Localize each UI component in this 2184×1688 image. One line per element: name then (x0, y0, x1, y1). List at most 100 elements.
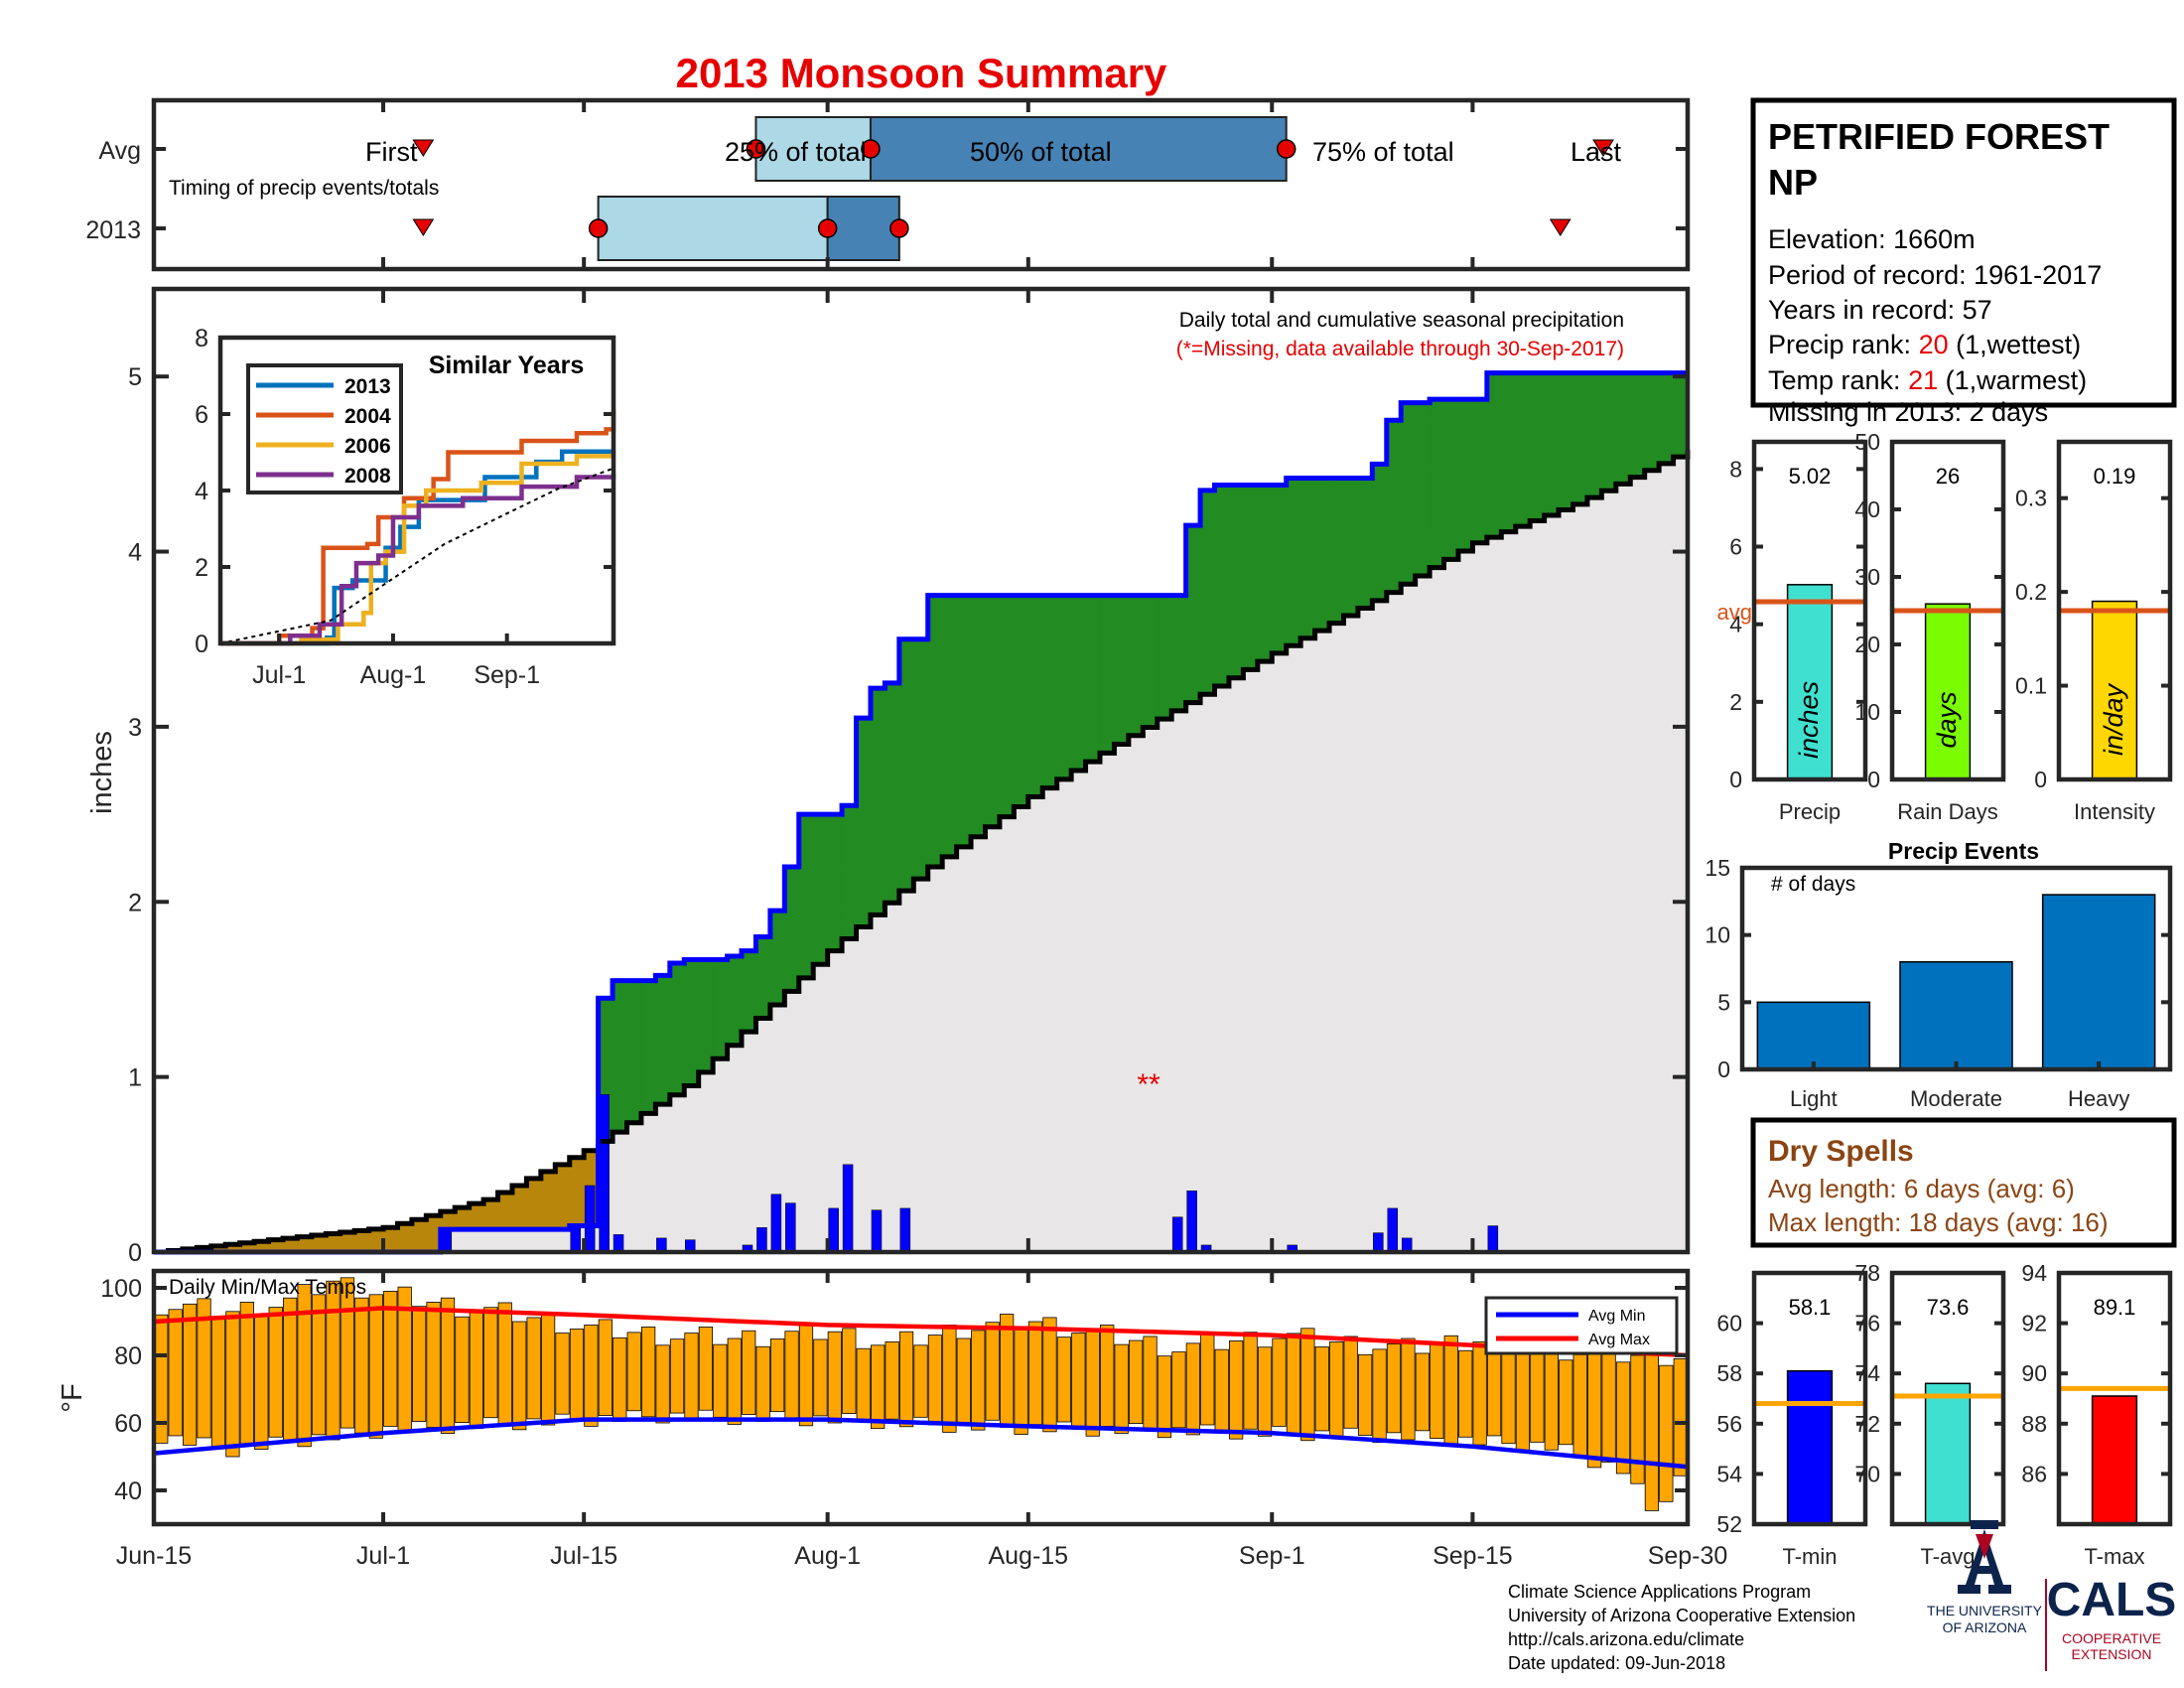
summary-precip-ytick-label: 4 (1729, 612, 1742, 637)
university-of-arizona-logo: THE UNIVERSITY OF ARIZONA (1927, 1520, 2043, 1635)
summary-precip-ytick-label: 2 (1729, 689, 1742, 715)
summary-intensity-xlabel: Intensity (2074, 799, 2155, 824)
tsummary-t-avg-panel-1: 70 72 74 76 78 73.6 T-avg (1854, 1260, 2006, 1569)
temp-summary-panels: 52 54 56 58 60 58.1 T-min 70 72 74 76 78 73.6 T-avg 86… (1716, 1260, 2173, 1569)
daily-temp-bar (297, 1284, 312, 1448)
timing-point-p75 (1276, 139, 1297, 159)
main-ytick-label: 4 (128, 539, 142, 567)
credit-line-3: http://cals.arizona.edu/climate (1508, 1629, 1744, 1649)
events-bar-light (1756, 1001, 1871, 1070)
summary-precip-bar (1786, 584, 1834, 780)
summary-rain-days-ytick-label: 10 (1854, 699, 1880, 725)
p25-label: 25% of total (725, 137, 867, 167)
timing-box-50-75 (826, 196, 900, 261)
daily-temp-bar (1257, 1346, 1273, 1437)
daily-temp-bar (283, 1297, 298, 1443)
daily-temp-bar (1100, 1325, 1115, 1427)
summary-rain-days-ytick-label: 30 (1854, 564, 1880, 590)
daily-temp-bar (727, 1337, 742, 1425)
precip-rank-note: (1,wettest) (1949, 330, 2082, 359)
summary-rain-days-bar (1924, 603, 1972, 780)
daily-temp-bar (956, 1337, 971, 1424)
tsummary-t-max-ytick-label: 92 (2021, 1311, 2047, 1336)
daily-temp-bar (1386, 1343, 1402, 1434)
events-ytick-label: 10 (1705, 922, 1730, 948)
summary-intensity-ytick-label: 0 (2034, 767, 2047, 792)
daily-temp-bar (1042, 1317, 1057, 1433)
inset-avg-line (219, 467, 614, 644)
main-ytick-label: 1 (128, 1064, 142, 1092)
daily-temp-bar (1000, 1314, 1015, 1428)
daily-temp-bar (1544, 1341, 1559, 1451)
daily-precip-bar (1373, 1232, 1384, 1253)
inset-ticks: 0 2 4 6 8 Jul-1 Aug-1 Sep-1 (195, 325, 614, 689)
daily-precip-bar (871, 1209, 883, 1253)
inset-ytick-label: 8 (195, 325, 208, 352)
daily-precip-bar (770, 1194, 782, 1253)
daily-temp-bar (898, 1331, 914, 1428)
tsummary-t-min-ytick-label: 56 (1716, 1411, 1742, 1437)
inset-legend: 2013 2004 2006 2008 (256, 375, 391, 488)
daily-temp-bar (1286, 1333, 1301, 1434)
legend-avg-max-label: Avg Max (1588, 1332, 1650, 1348)
daily-temp-bar (626, 1332, 641, 1412)
daily-temp-bar (598, 1319, 613, 1416)
summary-rain-days-value-label: 26 (1936, 464, 1960, 489)
precip-rank-value: 20 (1919, 330, 1949, 359)
daily-precip-bar (1171, 1216, 1183, 1253)
daily-temp-bar (340, 1277, 355, 1429)
summary-rain-days-panel-1: 0 10 20 30 40 50 26 Rain Days days (1854, 429, 2006, 824)
daily-temp-bar (483, 1307, 498, 1419)
daily-temp-bar (1243, 1332, 1258, 1430)
station-temp-rank: Temp rank: 21 (1,warmest) (1768, 365, 2087, 395)
daily-temp-bar (210, 1316, 226, 1448)
daily-temp-bar (842, 1328, 857, 1414)
daily-temp-bar (1171, 1351, 1186, 1429)
daily-temp-bar (1430, 1343, 1444, 1440)
daily-temp-bar (813, 1338, 828, 1417)
tsummary-t-max-ytick-label: 86 (2021, 1461, 2047, 1486)
summary-precip-value-label: 5.02 (1789, 464, 1832, 489)
tsummary-t-min-axes-box (1751, 1270, 1868, 1527)
daily-temp-bar (1027, 1321, 1043, 1426)
timing-marker-first (412, 139, 435, 157)
avg-min-line (153, 1417, 1689, 1470)
inset-ytick-label: 6 (195, 401, 208, 429)
events-xtick-label: Heavy (2068, 1086, 2129, 1111)
daily-precip-bar (1487, 1225, 1499, 1253)
summary-rain-days-ytick-label: 40 (1854, 496, 1880, 522)
daily-temp-bar (239, 1302, 254, 1446)
events-bar-moderate (1899, 960, 2013, 1070)
daily-temp-bar (713, 1343, 728, 1418)
daily-temp-bar (1559, 1359, 1573, 1446)
daily-temp-bar (1530, 1345, 1545, 1443)
tsummary-t-avg-ytick-label: 74 (1854, 1360, 1880, 1386)
dry-spells-box: Dry Spells Avg length: 6 days (avg: 6) M… (1750, 1117, 2177, 1248)
ua-line-2: OF ARIZONA (1943, 1619, 2027, 1635)
inset-xtick-label: Aug-1 (360, 661, 427, 689)
cumulative-2013-line (154, 370, 1688, 1255)
tsummary-t-max-ytick-label: 94 (2021, 1260, 2047, 1286)
daily-precip-bar (756, 1227, 767, 1253)
figure-title: 2013 Monsoon Summary (676, 50, 1167, 96)
tsummary-t-avg-ytick-label: 70 (1854, 1461, 1880, 1486)
first-label: First (365, 137, 418, 167)
timing-marker-first (412, 218, 435, 236)
events-ytick-label: 15 (1705, 855, 1730, 881)
timing-point-p50 (861, 139, 881, 159)
daily-precip-bar (584, 1185, 596, 1253)
events-xtick-label: Light (1790, 1086, 1838, 1111)
main-note-missing: (*=Missing, data available through 30-Se… (1176, 338, 1624, 360)
summary-rain-days-ytick-label: 20 (1854, 632, 1880, 657)
daily-temp-bar (584, 1325, 599, 1427)
cals-sub-1: COOPERATIVE (2062, 1630, 2161, 1646)
events-xtick-label: Moderate (1910, 1086, 2002, 1111)
daily-precip-bar (1387, 1207, 1399, 1253)
credits: Climate Science Applications Program Uni… (1508, 1582, 1855, 1673)
daily-temp-bar (1056, 1336, 1072, 1423)
dry-title: Dry Spells (1768, 1135, 1914, 1168)
inset-legend-label-2013: 2013 (344, 375, 391, 398)
inset-ytick-label: 2 (195, 554, 208, 582)
timing-point-p25 (588, 218, 609, 238)
station-elevation: Elevation: 1660m (1768, 224, 1976, 254)
